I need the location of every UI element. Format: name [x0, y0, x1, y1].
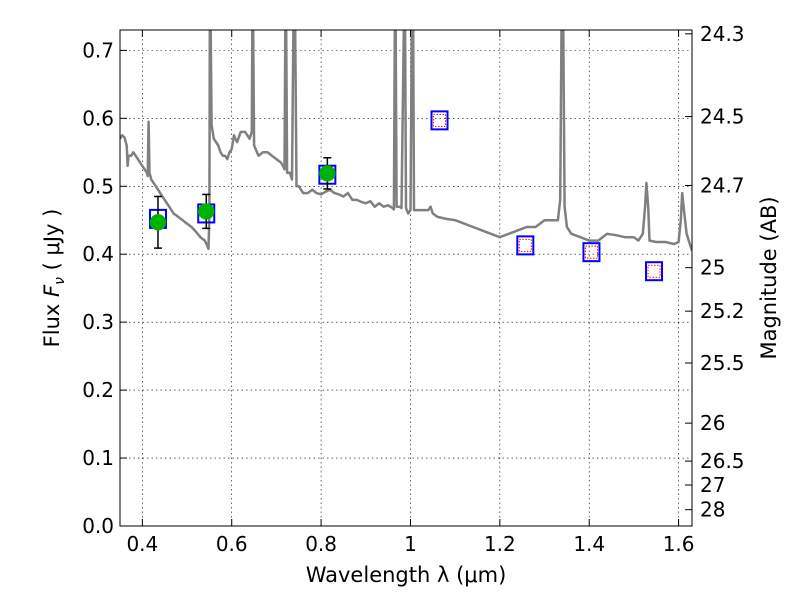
x-tick-label: 1.4 [573, 532, 605, 556]
y-tick-label: 0.3 [82, 310, 114, 334]
axis-ticks [120, 30, 692, 527]
y-tick-label: 0.1 [82, 446, 114, 470]
x-tick-label: 0.6 [216, 532, 248, 556]
magnitude-tick-label: 24.3 [700, 22, 745, 46]
magnitude-tick-label: 24.5 [700, 105, 745, 129]
x-tick-label: 1 [404, 532, 417, 556]
x-axis-label: Wavelength λ (μm) [306, 563, 507, 587]
y-axis-label: Flux Fν ( μJy ) [40, 209, 68, 348]
upper-limit-marker [647, 264, 661, 278]
upper-limit-marker [433, 113, 447, 127]
y-tick-label: 0.2 [82, 378, 114, 402]
observed-point [319, 165, 336, 182]
model-square-marker [582, 242, 601, 263]
y-axis-label-subscript: ν [52, 277, 68, 285]
magnitude-tick-label: 25.2 [700, 299, 745, 323]
model-square-marker [645, 261, 664, 282]
plot-frame [119, 29, 693, 527]
y-tick-label: 0.5 [82, 174, 114, 198]
x-tick-label: 0.8 [305, 532, 337, 556]
magnitude-tick-label: 25 [700, 256, 725, 280]
y-axis-label-suffix: ( μJy ) [40, 209, 64, 277]
y-tick-label: 0.4 [82, 242, 114, 266]
y-tick-label: 0.7 [82, 38, 114, 62]
upper-limit-marker [584, 245, 598, 259]
y-tick-label: 0.6 [82, 106, 114, 130]
magnitude-tick-label: 25.5 [700, 351, 745, 375]
magnitude-tick-label: 28 [700, 498, 725, 522]
x-tick-label: 1.6 [663, 532, 695, 556]
observed-point [197, 203, 215, 220]
magnitude-tick-label: 26 [700, 411, 725, 435]
y-tick-label: 0.0 [82, 514, 114, 538]
data-markers [148, 110, 664, 282]
upper-limit-marker [518, 238, 532, 252]
observed-point [149, 214, 167, 231]
x-tick-label: 0.4 [126, 532, 158, 556]
y-axis-label-symbol: F [40, 284, 64, 297]
model-square-marker [516, 235, 535, 256]
magnitude-tick-label: 27 [700, 473, 725, 497]
model-square-marker [430, 110, 449, 131]
secondary-y-axis-label: Magnitude (AB) [757, 196, 781, 359]
y-axis-label-prefix: Flux [40, 297, 64, 347]
x-tick-label: 1.2 [484, 532, 516, 556]
magnitude-tick-label: 26.5 [700, 449, 745, 473]
magnitude-tick-label: 24.7 [700, 173, 745, 197]
tick-labels: 0.4 0.6 0.8 1 1.2 1.4 1.6 0.0 0.1 0.2 0.3 0.4 0.5 0.6… [82, 22, 744, 556]
